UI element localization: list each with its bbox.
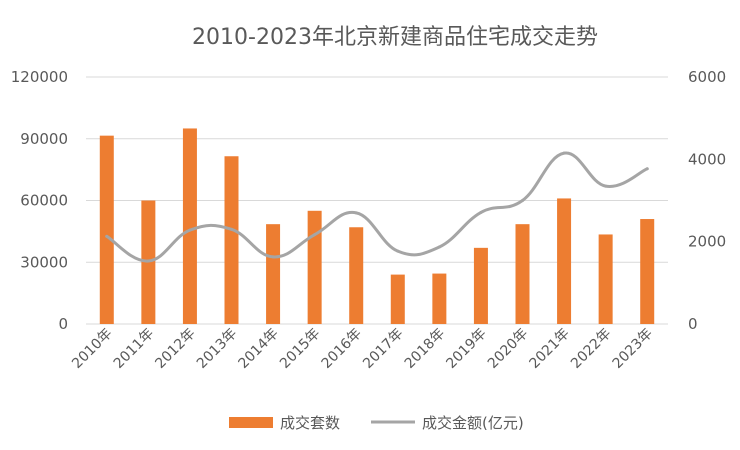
line-point xyxy=(313,233,317,237)
x-tick-label: 2015年 xyxy=(277,326,323,372)
line-point xyxy=(396,249,400,253)
x-tick-label: 2010年 xyxy=(69,326,115,372)
line-point xyxy=(354,211,358,215)
x-tick-label: 2019年 xyxy=(443,326,489,372)
x-tick-label: 2022年 xyxy=(568,326,614,372)
line-point xyxy=(562,151,566,155)
left-tick-label: 0 xyxy=(58,315,68,333)
x-tick-label: 2011年 xyxy=(111,326,157,372)
bar xyxy=(266,224,281,324)
x-tick-label: 2018年 xyxy=(402,326,448,372)
line-point xyxy=(604,184,608,188)
right-tick-label: 4000 xyxy=(688,150,726,168)
line-point xyxy=(521,199,524,202)
left-tick-label: 90000 xyxy=(20,130,68,148)
line-point xyxy=(437,245,441,249)
bar xyxy=(598,234,613,324)
x-tick-label: 2012年 xyxy=(152,326,198,372)
left-tick-label: 60000 xyxy=(20,192,68,210)
bar xyxy=(515,224,530,324)
line-point xyxy=(188,228,192,232)
chart-title: 2010-2023年北京新建商品住宅成交走势 xyxy=(192,25,598,50)
x-tick-label: 2023年 xyxy=(610,326,656,372)
x-tick-label: 2014年 xyxy=(235,326,281,372)
left-axis-ticks: 0 30000 60000 90000 120000 xyxy=(11,68,68,333)
bar xyxy=(432,273,447,324)
line-point xyxy=(230,227,233,231)
legend: 成交套数 成交金额(亿元) xyxy=(229,414,524,432)
bar xyxy=(349,227,364,324)
bar xyxy=(182,128,197,324)
legend-swatch-bar xyxy=(229,417,273,428)
right-tick-label: 2000 xyxy=(688,233,726,251)
x-axis-ticks: 2010年2011年2012年2013年2014年2015年2016年2017年… xyxy=(69,326,656,372)
x-tick-label: 2017年 xyxy=(360,326,406,372)
right-tick-label: 0 xyxy=(688,315,698,333)
x-tick-label: 2016年 xyxy=(319,326,365,372)
bar xyxy=(307,210,322,324)
line-point xyxy=(271,255,275,259)
bar-series xyxy=(99,128,655,324)
bar xyxy=(224,156,239,324)
line-point xyxy=(645,167,649,171)
gridlines xyxy=(86,76,668,325)
line-point xyxy=(479,210,483,214)
line-point xyxy=(146,259,150,263)
line-point xyxy=(105,234,109,238)
x-tick-label: 2013年 xyxy=(194,326,240,372)
bar xyxy=(640,219,655,324)
left-tick-label: 120000 xyxy=(11,68,68,86)
line-series xyxy=(105,151,649,263)
bar xyxy=(557,198,572,324)
x-tick-label: 2020年 xyxy=(485,326,531,372)
bar xyxy=(99,135,114,324)
bar xyxy=(473,247,488,324)
right-tick-label: 6000 xyxy=(688,68,726,86)
left-tick-label: 30000 xyxy=(20,253,68,271)
right-axis-ticks: 0 2000 4000 6000 xyxy=(688,68,726,333)
x-tick-label: 2021年 xyxy=(526,326,572,372)
bar xyxy=(390,274,405,324)
legend-label-line: 成交金额(亿元) xyxy=(422,414,524,432)
legend-label-bar: 成交套数 xyxy=(280,414,340,432)
